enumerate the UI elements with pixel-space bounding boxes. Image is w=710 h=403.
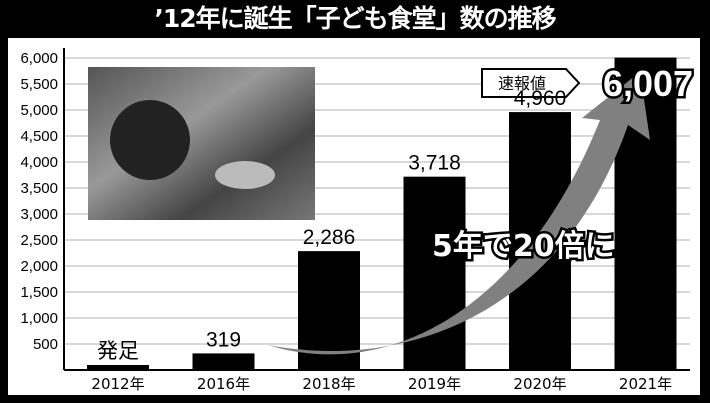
x-tick-label: 2019年 (408, 375, 461, 393)
y-tick-label: 3,000 (20, 206, 58, 223)
bar (87, 365, 149, 370)
x-tick-label: 2018年 (302, 375, 355, 393)
data-label: 6,007 (603, 63, 693, 104)
bar (192, 353, 255, 370)
y-tick-label: 6,000 (20, 50, 58, 67)
y-tick-label: 1,500 (20, 284, 58, 301)
x-tick-label: 2021年 (619, 375, 672, 393)
callout-label: 速報値 (498, 74, 546, 93)
y-tick-label: 2,500 (20, 232, 58, 249)
y-tick-label: 500 (33, 336, 58, 353)
y-tick-label: 4,500 (20, 128, 58, 145)
callout-box: 速報値 (481, 68, 581, 98)
y-tick-label: 3,500 (20, 180, 58, 197)
data-label: 4,960 (514, 87, 567, 110)
data-label: 発足 (97, 340, 139, 363)
data-label: 319 (206, 328, 241, 351)
bar (403, 176, 466, 370)
y-tick-label: 1,000 (20, 310, 58, 327)
y-tick-label: 2,000 (20, 258, 58, 275)
photo-detail (110, 100, 190, 180)
x-tick-label: 2016年 (197, 375, 250, 393)
chart-title: ’12年に誕生「子ども食堂」数の推移 (154, 4, 556, 33)
y-tick-label: 4,000 (20, 154, 58, 171)
y-tick-label: 5,000 (20, 102, 58, 119)
growth-annotation: 5年で20倍に (432, 229, 615, 264)
y-tick-label: 5,500 (20, 76, 58, 93)
x-tick-label: 2012年 (91, 375, 144, 393)
data-label: 2,286 (303, 226, 356, 249)
growth-arrow (268, 72, 650, 355)
photo-detail (215, 161, 275, 189)
x-tick-label: 2020年 (513, 375, 566, 393)
data-label: 3,718 (408, 152, 461, 175)
